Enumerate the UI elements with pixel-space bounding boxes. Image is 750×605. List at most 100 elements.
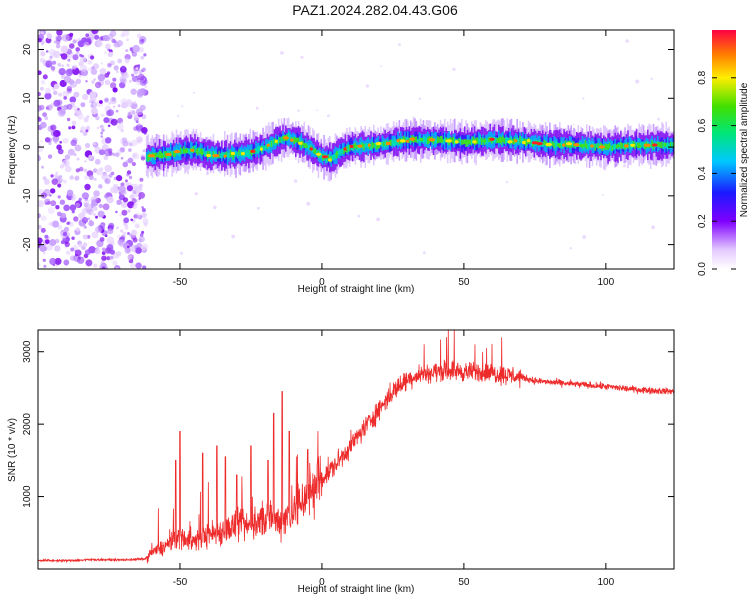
ridge-cell [564, 140, 567, 147]
ridge-cell [269, 141, 271, 147]
noise-speckle [38, 155, 41, 162]
ridge-cell [235, 150, 237, 157]
ridge-cell [402, 135, 405, 144]
noise-speckle [102, 34, 109, 42]
noise-speckle [45, 239, 50, 245]
noise-speckle [82, 208, 87, 213]
ridge-cell [485, 139, 487, 144]
noise-speckle [138, 47, 145, 53]
ridge-hotspot [399, 139, 406, 143]
noise-speckle [90, 68, 98, 75]
ridge-cell [390, 139, 392, 147]
ridge-cell [171, 150, 173, 156]
faint-speckle [398, 43, 401, 46]
noise-speckle [71, 120, 77, 126]
noise-speckle [52, 135, 60, 143]
noise-speckle [126, 247, 131, 252]
noise-speckle [139, 87, 147, 96]
noise-speckle [40, 51, 46, 57]
noise-speckle [134, 186, 140, 191]
ridge-hotspot [357, 144, 363, 148]
faint-speckle [582, 235, 587, 239]
noise-speckle [70, 247, 75, 252]
ridge-hotspot [304, 144, 308, 148]
ridge-cell [339, 149, 341, 155]
ridge-cell [383, 141, 385, 146]
noise-speckle [60, 53, 68, 60]
x-tick-label: -50 [173, 277, 188, 288]
ridge-cell [272, 139, 274, 146]
ridge-cell [295, 137, 297, 143]
noise-speckle [127, 157, 134, 164]
ridge-cell [458, 138, 460, 143]
noise-speckle [71, 197, 75, 201]
noise-speckle [120, 182, 125, 187]
noise-speckle [141, 67, 146, 72]
noise-speckle [92, 206, 98, 211]
ridge-hotspot [183, 149, 189, 153]
noise-speckle [71, 125, 76, 130]
ridge-cell [584, 140, 587, 148]
noise-speckle [112, 183, 119, 190]
ridge-cell [560, 140, 562, 149]
colorbar-gradient [712, 30, 736, 269]
ridge-cell [373, 142, 375, 148]
ridge-cell [354, 142, 357, 148]
noise-speckle [67, 68, 74, 75]
ridge-hotspot [419, 137, 424, 142]
noise-speckle [141, 206, 145, 209]
noise-speckle [105, 137, 112, 144]
noise-speckle [74, 175, 80, 181]
noise-speckle [141, 230, 145, 234]
ridge-cell [397, 139, 399, 146]
ridge-cell [516, 136, 518, 144]
noise-speckle [67, 148, 75, 156]
ridge-cell [662, 141, 665, 150]
ridge-hotspot [643, 143, 651, 147]
ridge-cell [478, 138, 480, 144]
ridge-hotspot [454, 140, 459, 144]
colorbar-tick-label: 0.4 [697, 166, 708, 180]
noise-speckle [46, 33, 53, 39]
noise-speckle [93, 190, 100, 197]
noise-speckle [109, 82, 117, 89]
noise-speckle [91, 231, 99, 239]
noise-speckle [85, 259, 93, 267]
noise-speckle [91, 199, 96, 204]
ridge-cell [188, 148, 191, 155]
ridge-hotspot [405, 139, 409, 143]
noise-speckle [88, 154, 93, 159]
ridge-cell [551, 141, 554, 147]
noise-speckle [132, 204, 138, 210]
noise-speckle [97, 210, 105, 218]
ridge-cell [361, 142, 364, 149]
noise-speckle [131, 50, 134, 54]
noise-speckle [56, 30, 63, 36]
noise-speckle [51, 220, 60, 228]
noise-speckle [140, 55, 145, 60]
noise-speckle [110, 118, 118, 126]
ridge-cell [255, 148, 257, 154]
colorbar-tick-label: 0.6 [697, 118, 708, 132]
noise-speckle [87, 217, 91, 220]
ridge-cell [641, 141, 643, 148]
noise-speckle [122, 231, 127, 236]
faint-speckle [306, 201, 311, 206]
x-tick-label: 50 [458, 277, 470, 288]
faint-speckle [297, 109, 300, 112]
faint-speckle [651, 225, 655, 230]
ridge-cell [668, 143, 670, 149]
ridge-cell [594, 143, 597, 151]
ridge-cell [553, 142, 555, 149]
snr-frame [37, 329, 675, 570]
noise-speckle [38, 189, 45, 196]
noise-speckle [55, 43, 61, 49]
noise-speckle [122, 197, 129, 203]
noise-speckle [99, 81, 104, 86]
faint-speckle [181, 105, 184, 108]
noise-speckle [80, 64, 88, 72]
noise-speckle [99, 167, 104, 172]
y-tick-label: 0 [22, 144, 33, 150]
ridge-hotspot [409, 137, 415, 141]
ridge-cell [277, 137, 280, 144]
